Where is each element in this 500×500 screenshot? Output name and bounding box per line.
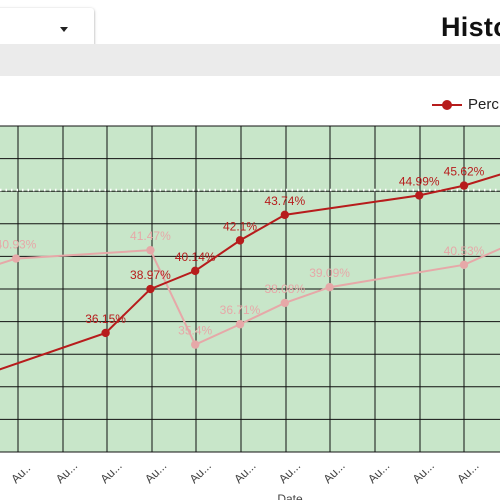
x-tick-label: Au... bbox=[142, 459, 169, 486]
series-point-secondary bbox=[146, 245, 155, 255]
series-point-primary bbox=[235, 236, 245, 245]
series-point-primary bbox=[415, 191, 424, 200]
x-tick-label: Au... bbox=[53, 459, 80, 486]
series-point-secondary bbox=[11, 254, 21, 263]
series-point-secondary bbox=[235, 320, 245, 329]
series-point-secondary bbox=[459, 260, 469, 270]
series-label-primary: 44.99% bbox=[399, 174, 440, 188]
x-tick-label: Au.. bbox=[8, 461, 33, 486]
x-axis-title: Date bbox=[277, 492, 303, 500]
series-label-primary: 45.62% bbox=[444, 165, 485, 179]
series-label-primary: 36.15% bbox=[85, 312, 126, 326]
series-label-secondary: 38.08% bbox=[264, 282, 305, 296]
series-label-secondary: 40.53% bbox=[444, 244, 485, 258]
series-point-primary bbox=[280, 210, 289, 220]
top-toolbar: Histo bbox=[0, 0, 500, 50]
x-tick-label: Au... bbox=[276, 459, 303, 486]
caret-down-icon[interactable] bbox=[60, 27, 68, 32]
grid-lines bbox=[0, 125, 500, 453]
x-tick-label: Au... bbox=[320, 459, 347, 486]
series-label-primary: 43.74% bbox=[264, 194, 305, 208]
filter-dropdown[interactable] bbox=[0, 8, 94, 50]
series-point-primary bbox=[191, 266, 200, 276]
x-tick-label: Au... bbox=[97, 459, 124, 486]
x-tick-label: Au... bbox=[365, 459, 392, 486]
chart-legend[interactable]: Perc bbox=[432, 96, 499, 113]
series-label-primary: 42.1% bbox=[223, 219, 257, 233]
series-label-secondary: 40.93% bbox=[0, 238, 37, 252]
filter-bar bbox=[0, 44, 500, 76]
legend-label: Perc bbox=[468, 96, 499, 113]
series-point-secondary bbox=[280, 298, 289, 308]
x-tick-label: Au... bbox=[231, 459, 258, 486]
series-label-secondary: 35.4% bbox=[178, 324, 212, 338]
series-label-primary: 40.14% bbox=[175, 250, 216, 264]
series-point-primary bbox=[101, 328, 110, 338]
series-point-secondary bbox=[191, 340, 200, 349]
series-point-secondary bbox=[325, 283, 334, 292]
series-label-primary: 38.97% bbox=[130, 268, 171, 282]
series-point-primary bbox=[459, 181, 469, 190]
legend-swatch bbox=[432, 99, 462, 111]
series-point-primary bbox=[146, 284, 155, 294]
series-label-secondary: 39.09% bbox=[309, 266, 350, 280]
x-tick-label: Au... bbox=[454, 459, 481, 486]
x-tick-label: Au... bbox=[187, 459, 214, 486]
x-tick-label: Au... bbox=[410, 459, 437, 486]
page-title: Histo bbox=[441, 12, 500, 42]
series-label-secondary: 36.71% bbox=[220, 303, 261, 317]
series-label-secondary: 41.47% bbox=[130, 229, 171, 243]
